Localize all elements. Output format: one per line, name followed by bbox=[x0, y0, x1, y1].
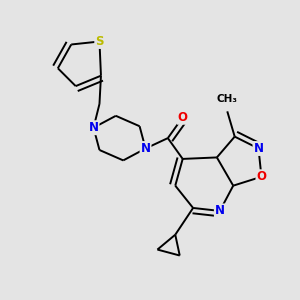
Text: O: O bbox=[256, 170, 266, 183]
Text: N: N bbox=[254, 142, 263, 155]
Text: N: N bbox=[215, 204, 225, 218]
Text: CH₃: CH₃ bbox=[217, 94, 238, 104]
Text: S: S bbox=[95, 35, 104, 48]
Text: N: N bbox=[88, 121, 98, 134]
Text: O: O bbox=[178, 111, 188, 124]
Text: N: N bbox=[140, 142, 151, 155]
